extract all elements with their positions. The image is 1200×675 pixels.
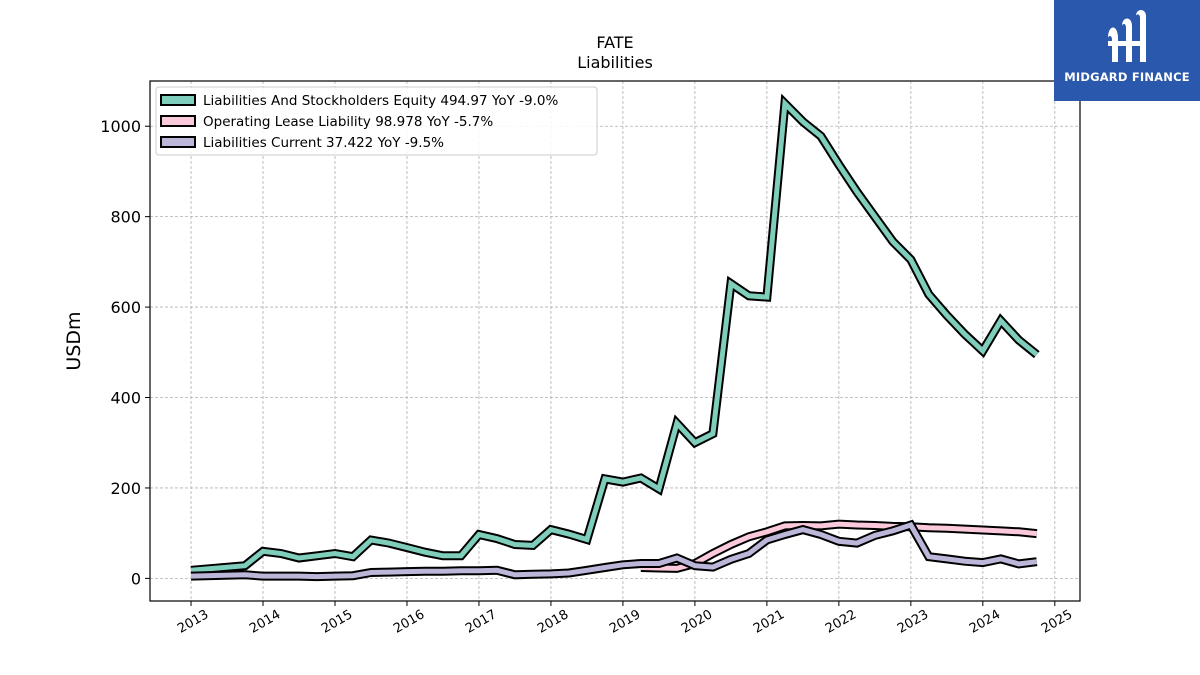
- legend-box: [155, 86, 598, 156]
- x-tick-label: 2017: [463, 607, 499, 637]
- x-tick-label: 2019: [607, 607, 643, 637]
- x-tick-label: 2024: [967, 607, 1003, 637]
- legend-swatch: [160, 136, 196, 148]
- logo-text: MIDGARD FINANCE: [1064, 70, 1190, 84]
- series-2: [190, 519, 1038, 582]
- chart-subtitle: Liabilities: [577, 53, 653, 72]
- series-line: [190, 98, 1039, 573]
- series-line-outline: [190, 93, 1040, 575]
- x-tick-label: 2025: [1039, 607, 1075, 637]
- grid-lines: [150, 81, 1080, 601]
- series-1: [640, 519, 1038, 573]
- chart-title: FATE: [596, 33, 633, 52]
- series-line: [190, 521, 1038, 580]
- x-tick-label: 2023: [895, 607, 931, 637]
- legend-swatch: [160, 115, 196, 127]
- logo-mark-icon: [1108, 10, 1146, 62]
- x-tick-label: 2014: [247, 607, 283, 637]
- brand-logo: MIDGARD FINANCE: [1054, 0, 1200, 101]
- y-tick-label: 200: [110, 479, 141, 498]
- legend-label: Operating Lease Liability 98.978 YoY -5.…: [203, 114, 493, 130]
- x-tick-label: 2020: [679, 607, 715, 637]
- legend-label: Liabilities Current 37.422 YoY -9.5%: [203, 135, 444, 151]
- x-tick-label: 2013: [175, 607, 211, 637]
- x-tick-label: 2015: [319, 607, 355, 637]
- legend: Liabilities And Stockholders Equity 494.…: [155, 86, 598, 156]
- legend-label: Liabilities And Stockholders Equity 494.…: [203, 93, 558, 109]
- series-line-outline: [190, 519, 1038, 582]
- y-tick-label: 800: [110, 208, 141, 227]
- y-tick-label: 600: [110, 298, 141, 317]
- y-tick-label: 0: [131, 569, 141, 588]
- plot-frame: [149, 80, 1081, 602]
- x-tick-label: 2021: [751, 607, 787, 637]
- y-tick-label: 1000: [100, 117, 141, 136]
- x-tick-label: 2016: [391, 607, 427, 637]
- x-tick-label: 2022: [823, 607, 859, 637]
- series-0: [190, 93, 1040, 575]
- series-line: [640, 521, 1038, 571]
- legend-swatch: [160, 94, 196, 106]
- x-tick-label: 2018: [535, 607, 571, 637]
- y-axis-label: USDm: [63, 311, 85, 370]
- y-tick-label: 400: [110, 389, 141, 408]
